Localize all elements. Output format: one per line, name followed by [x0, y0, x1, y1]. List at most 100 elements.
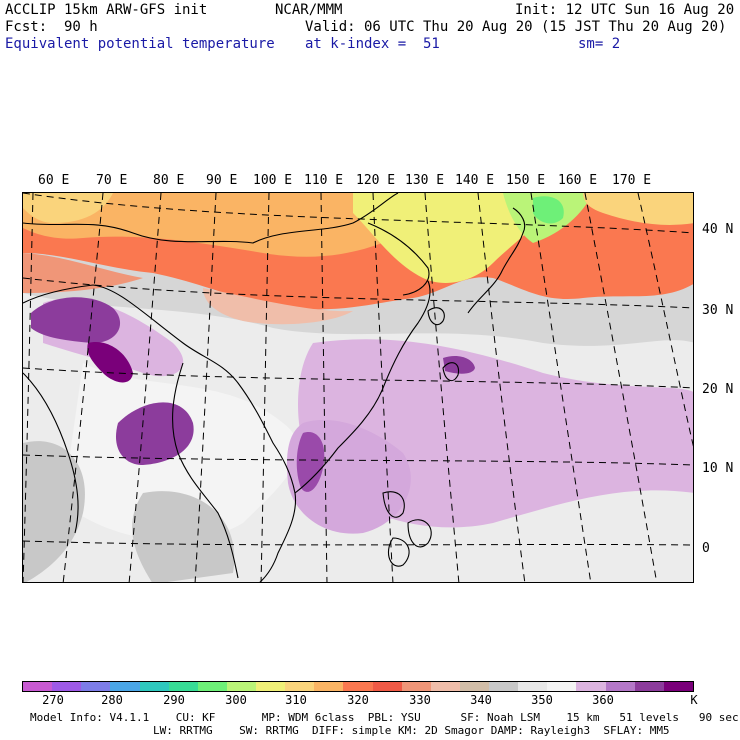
- colorbar-swatch: [314, 682, 344, 691]
- meridian-line: [424, 193, 460, 582]
- meridian-line: [637, 193, 693, 447]
- colorbar-tick: 320: [347, 693, 369, 707]
- lon-label: 110 E: [304, 173, 344, 188]
- colorbar-tick: 340: [470, 693, 492, 707]
- meridian-line: [477, 193, 526, 582]
- lon-label: 140 E: [455, 173, 495, 188]
- field-name: Equivalent potential temperature: [5, 36, 275, 52]
- lat-label: 10 N: [702, 461, 734, 476]
- meridian-line: [62, 193, 104, 582]
- colorbar-swatch: [634, 682, 664, 691]
- coastline: [407, 519, 432, 548]
- lat-label: 20 N: [702, 382, 734, 397]
- colorbar-swatch: [52, 682, 82, 691]
- parallel-line: [23, 454, 693, 466]
- map-panel: [22, 192, 694, 583]
- lon-label: 150 E: [506, 173, 546, 188]
- coastline: [23, 284, 297, 582]
- field-purple-core: [443, 356, 475, 374]
- colorbar-unit: K: [690, 693, 698, 707]
- colorbar-swatch: [256, 682, 286, 691]
- colorbar-swatch: [81, 682, 111, 691]
- field-yellow-band: [353, 193, 563, 283]
- lon-label: 60 E: [38, 173, 70, 188]
- field-purple-core: [87, 342, 133, 383]
- meridian-line: [530, 193, 592, 582]
- colorbar-tick: 290: [163, 693, 185, 707]
- meridian-line: [23, 193, 34, 582]
- meridian-line: [320, 193, 328, 582]
- colorbar-swatch: [226, 682, 256, 691]
- colorbar-swatch: [285, 682, 315, 691]
- meridian-line: [584, 193, 658, 582]
- field-purple-core: [115, 402, 194, 465]
- colorbar-swatch: [547, 682, 577, 691]
- lat-label: 30 N: [702, 303, 734, 318]
- coastline: [467, 207, 526, 314]
- colorbar-swatch: [489, 682, 519, 691]
- lon-label: 170 E: [612, 173, 652, 188]
- meridian-line: [260, 193, 270, 582]
- lon-label: 130 E: [405, 173, 445, 188]
- colorbar-tick: 310: [285, 693, 307, 707]
- map-graphic: [23, 193, 693, 582]
- coastline: [23, 372, 79, 534]
- coastline: [427, 307, 445, 326]
- colorbar-swatch: [430, 682, 460, 691]
- lon-label: 70 E: [96, 173, 128, 188]
- field-purple-core: [296, 432, 325, 492]
- colorbar-swatch: [605, 682, 635, 691]
- parallel-line: [23, 540, 693, 546]
- colorbar-swatch: [168, 682, 198, 691]
- meridian-line: [194, 193, 217, 582]
- colorbar-tick: 330: [409, 693, 431, 707]
- forecast-hours: 90 h: [64, 19, 98, 35]
- field-warm-band: [583, 193, 693, 225]
- colorbar-tick: 270: [42, 693, 64, 707]
- colorbar-swatch: [197, 682, 227, 691]
- model-title: ACCLIP 15km ARW-GFS init: [5, 2, 208, 18]
- lon-label: 100 E: [253, 173, 293, 188]
- init-time: Init: 12 UTC Sun 16 Aug 20: [515, 2, 735, 18]
- coastline: [388, 537, 410, 567]
- colorbar-swatch: [401, 682, 431, 691]
- colorbar-swatch: [518, 682, 548, 691]
- coastline: [172, 362, 239, 579]
- colorbar-swatch: [663, 682, 693, 691]
- valid-time: Valid: 06 UTC Thu 20 Aug 20 (15 JST Thu …: [305, 19, 727, 35]
- colorbar-tick: 300: [225, 693, 247, 707]
- model-info-line1: Model Info: V4.1.1 CU: KF MP: WDM 6class…: [30, 711, 739, 724]
- lat-label: 0: [702, 541, 710, 556]
- colorbar-tick: 350: [531, 693, 553, 707]
- coastline: [382, 491, 405, 518]
- smoothing-label: sm= 2: [578, 36, 621, 52]
- parallel-line: [23, 367, 693, 389]
- field-green-core: [533, 196, 564, 224]
- border-line: [23, 193, 399, 244]
- org-label: NCAR/MMM: [275, 2, 343, 18]
- lon-label: 80 E: [153, 173, 185, 188]
- lon-label: 120 E: [356, 173, 396, 188]
- colorbar-swatch: [110, 682, 140, 691]
- colorbar-swatch: [459, 682, 489, 691]
- field-warm-band: [23, 253, 143, 293]
- colorbar-tick: 280: [101, 693, 123, 707]
- colorbar-swatch: [372, 682, 402, 691]
- model-info-line2: LW: RRTMG SW: RRTMG DIFF: simple KM: 2D …: [153, 724, 670, 737]
- level-index: at k-index = 51: [305, 36, 440, 52]
- field-gray-zone: [23, 441, 85, 582]
- coastline: [294, 280, 431, 494]
- parallel-line: [23, 277, 693, 309]
- lat-label: 40 N: [702, 222, 734, 237]
- border-line: [367, 222, 430, 296]
- field-warm-band: [23, 193, 423, 257]
- colorbar-swatch: [139, 682, 169, 691]
- colorbar-swatch: [343, 682, 373, 691]
- colorbar: [22, 681, 694, 692]
- coastline: [442, 362, 460, 382]
- lon-label: 160 E: [558, 173, 598, 188]
- parallel-line: [23, 193, 693, 234]
- field-warm-band: [203, 288, 353, 325]
- colorbar-tick: 360: [592, 693, 614, 707]
- field-warm-band: [23, 193, 113, 223]
